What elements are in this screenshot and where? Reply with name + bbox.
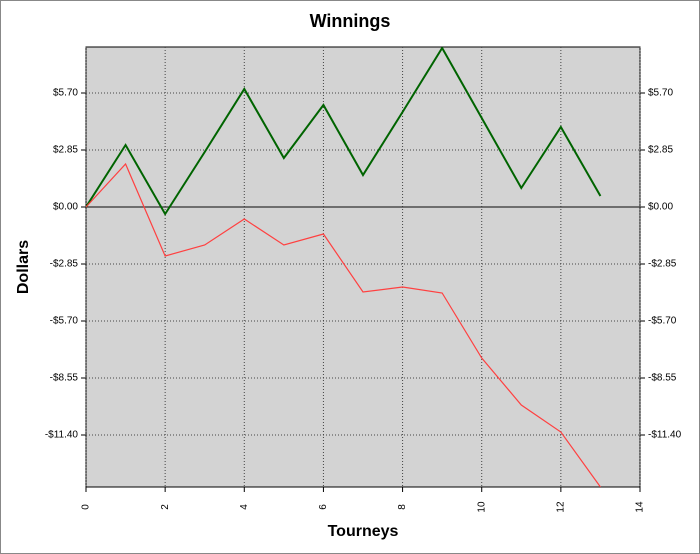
y-tick-label: -$8.55: [50, 373, 79, 384]
chart-title: Winnings: [310, 11, 391, 31]
y2-tick-label: $5.70: [648, 88, 673, 99]
y-tick-label: $0.00: [53, 202, 78, 213]
x-tick-label: 2: [160, 504, 171, 510]
x-tick-label: 4: [239, 504, 250, 510]
x-tick-label: 0: [81, 504, 92, 510]
series-line: [86, 162, 601, 487]
y2-tick-label: -$5.70: [648, 316, 677, 327]
plot-area: [85, 46, 641, 488]
series-line: [86, 47, 602, 216]
y-tick-label: -$5.70: [50, 316, 79, 327]
y-tick-label: $2.85: [53, 145, 78, 156]
x-tick-label: 12: [555, 501, 566, 513]
x-tick-label: 10: [476, 501, 487, 513]
y-axis-title: Dollars: [15, 240, 32, 294]
y2-tick-label: -$2.85: [648, 259, 677, 270]
x-tick-label: 8: [397, 504, 408, 510]
y2-tick-label: $2.85: [648, 145, 673, 156]
x-tick-label: 14: [635, 501, 646, 513]
y2-tick-label: -$11.40: [648, 430, 682, 441]
y2-tick-label: $0.00: [648, 202, 673, 213]
y-tick-label: $5.70: [53, 88, 78, 99]
y-tick-label: -$11.40: [45, 430, 79, 441]
plot-layer: -$11.40 -$11.40 -$8.55 -$8.55 -$5.70 -$5.70 -$…: [45, 47, 682, 513]
x-axis-title: Tourneys: [328, 523, 399, 540]
y-tick-label: -$2.85: [50, 259, 79, 270]
y2-tick-label: -$8.55: [648, 373, 677, 384]
x-tick-label: 6: [318, 504, 329, 510]
